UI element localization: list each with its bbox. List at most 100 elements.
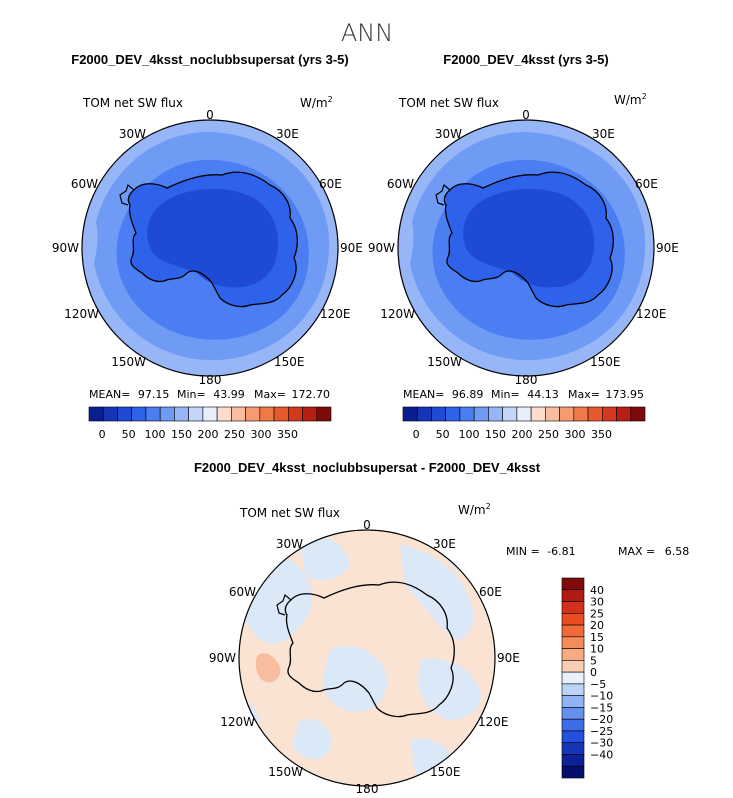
colorbar-swatch — [88, 406, 104, 422]
colorbar-swatch — [630, 406, 646, 422]
panel-b-units-base: W/m — [614, 93, 642, 107]
colorbar-swatch — [561, 589, 585, 602]
colorbar-tick-label: 20 — [590, 619, 604, 632]
colorbar-tick-label: 250 — [538, 428, 559, 441]
colorbar-swatch — [159, 406, 175, 422]
colorbar-swatch — [561, 671, 585, 685]
panel-a-units-base: W/m — [300, 96, 328, 110]
svg-text:Max= 172.70: Max= 172.70 — [254, 388, 330, 401]
colorbar-swatch — [561, 718, 585, 732]
panel-b-field — [398, 120, 654, 376]
svg-text:Max= 173.95: Max= 173.95 — [568, 388, 644, 401]
lon-label: 120W — [380, 307, 415, 321]
colorbar-swatch — [561, 765, 585, 779]
panel-a-units-sup: 2 — [328, 95, 333, 104]
page-title: ANN — [341, 19, 393, 47]
colorbar-swatch — [561, 660, 585, 673]
panel-a-border — [81, 119, 339, 377]
panel-diff-border — [238, 529, 496, 787]
svg-text:MEAN= 97.15: MEAN= 97.15 — [89, 388, 169, 401]
colorbar-tick-label: 0 — [99, 428, 106, 441]
panel-diff-left-label: TOM net SW flux — [239, 506, 340, 520]
colorbar-swatch — [561, 754, 585, 767]
lon-label: 30W — [119, 127, 146, 141]
lon-label: 0 — [363, 518, 371, 532]
lon-label: 150E — [274, 355, 305, 369]
panel-a-field — [82, 120, 338, 376]
colorbar-swatch — [561, 601, 585, 614]
colorbar-swatch — [316, 406, 332, 422]
lon-label: 150W — [268, 765, 303, 779]
stat-max-label: Max= — [254, 388, 286, 401]
panel-diff-title: F2000_DEV_4ksst_noclubbsupersat - F2000_… — [194, 460, 541, 475]
svg-text:MAX = 6.58: MAX = 6.58 — [618, 545, 689, 558]
stat-max-label: MAX = — [618, 545, 655, 558]
colorbar-swatch — [102, 406, 118, 422]
colorbar-swatch — [502, 406, 518, 422]
colorbar-swatch — [587, 406, 603, 422]
colorbar-swatch — [174, 406, 189, 422]
colorbar-swatch — [245, 406, 261, 422]
colorbar-tick-label: 150 — [171, 428, 192, 441]
colorbar-swatch — [559, 406, 575, 422]
map-panel-b: F2000_DEV_4ksst (yrs 3-5) TOM net SW flu… — [368, 52, 679, 441]
lon-label: 180 — [199, 373, 222, 387]
lon-label: 120E — [478, 715, 509, 729]
panel-a-units: W/m2 — [300, 95, 333, 110]
colorbar-swatch — [561, 648, 585, 661]
colorbar-tick-label: 0 — [590, 666, 597, 679]
stat-min-label: MIN = — [506, 545, 540, 558]
lon-label: 150E — [590, 355, 621, 369]
colorbar-swatch — [561, 636, 585, 649]
colorbar-tick-label: −10 — [590, 690, 613, 703]
colorbar-swatch — [117, 406, 133, 422]
lon-label: 60E — [479, 585, 502, 599]
ice-sheet-interior — [147, 188, 279, 288]
colorbar-swatch — [273, 406, 289, 422]
colorbar-swatch — [431, 406, 447, 422]
stat-mean-label: MEAN= — [403, 388, 444, 401]
colorbar-tick-label: 50 — [436, 428, 450, 441]
svg-text:MEAN= 96.89: MEAN= 96.89 — [403, 388, 483, 401]
lon-label: 60E — [635, 177, 658, 191]
colorbar-tick-label: 200 — [512, 428, 533, 441]
panel-b-border — [397, 119, 655, 377]
svg-text:Min= 44.13: Min= 44.13 — [491, 388, 559, 401]
panel-b-units-sup: 2 — [642, 92, 647, 101]
lon-label: 90E — [497, 651, 520, 665]
colorbar-tick-label: −30 — [590, 737, 613, 750]
field-patch-light — [400, 212, 414, 262]
ice-sheet-interior — [463, 188, 595, 288]
stat-mean: 97.15 — [138, 388, 170, 401]
stat-mean: 96.89 — [452, 388, 484, 401]
colorbar-tick-label: 250 — [224, 428, 245, 441]
panel-a-title: F2000_DEV_4ksst_noclubbsupersat (yrs 3-5… — [71, 52, 348, 67]
lon-label: 0 — [522, 108, 530, 122]
svg-text:Min= 43.99: Min= 43.99 — [177, 388, 245, 401]
map-panel-a: F2000_DEV_4ksst_noclubbsupersat (yrs 3-5… — [52, 52, 363, 441]
colorbar-swatch — [601, 406, 617, 422]
lon-label: 30W — [435, 127, 462, 141]
stat-min-label: Min= — [491, 388, 520, 401]
panel-diff-units-base: W/m — [458, 503, 486, 517]
svg-text:MIN = -6.81: MIN = -6.81 — [506, 545, 576, 558]
lon-label: 30E — [433, 537, 456, 551]
stat-max: 173.95 — [605, 388, 644, 401]
lon-label: 150W — [111, 355, 146, 369]
lon-label: 30E — [276, 127, 299, 141]
lon-label: 90W — [368, 241, 395, 255]
panel-a-lon-labels: 0 30E 60E 90E 120E 150E 180 150W 120W 90… — [52, 108, 363, 387]
colorbar-swatch — [145, 406, 161, 422]
lon-label: 120W — [64, 307, 99, 321]
colorbar-swatch — [216, 406, 232, 422]
panel-b-left-label: TOM net SW flux — [398, 96, 499, 110]
panel-b-stats: MEAN= 96.89 Min= 44.13 Max= 173.95 — [403, 388, 644, 401]
colorbar-swatch — [561, 730, 585, 744]
colorbar-tick-label: 350 — [277, 428, 298, 441]
field-positive-patches — [255, 653, 281, 683]
colorbar-swatch — [231, 406, 246, 422]
colorbar-tick-label: 0 — [413, 428, 420, 441]
colorbar-tick-label: −15 — [590, 701, 613, 714]
stat-max-label: Max= — [568, 388, 600, 401]
